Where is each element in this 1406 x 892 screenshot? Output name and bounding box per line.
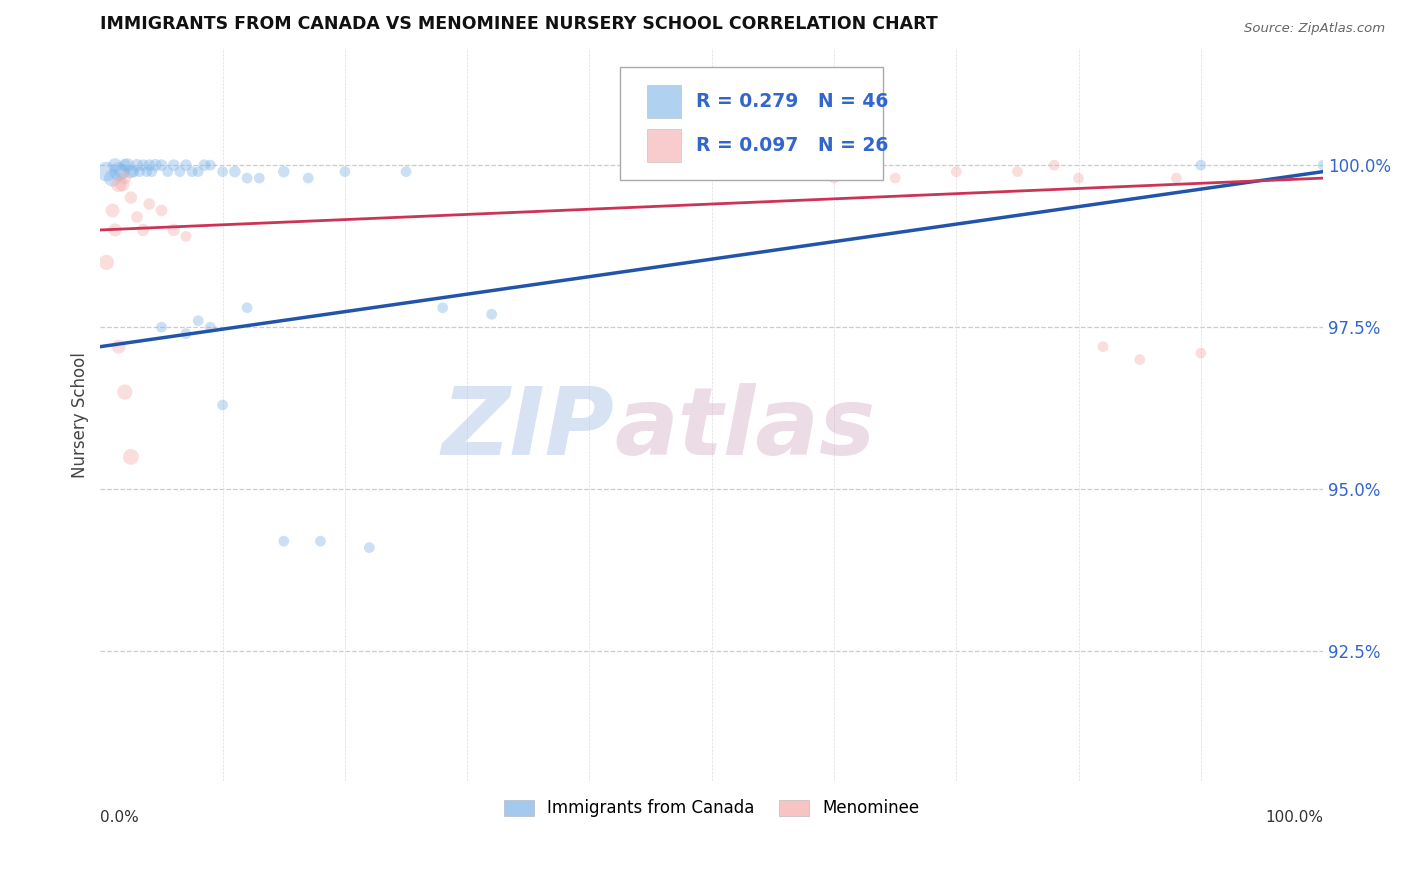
Point [884,171,907,186]
Point [145,158,167,172]
Point [174,326,197,341]
Point [823,171,845,186]
Point [297,171,319,186]
Point [163,158,186,172]
Point [181,164,204,178]
Point [132,158,155,172]
Point [138,197,160,211]
Point [138,158,160,172]
Y-axis label: Nursery School: Nursery School [72,351,89,477]
Point [1129,352,1152,367]
Text: 0.0%: 0.0% [100,810,139,825]
Point [211,164,233,178]
Point [114,171,136,186]
FancyBboxPatch shape [647,128,681,161]
Point [187,164,209,178]
Point [101,171,124,186]
Point [104,158,127,172]
Point [120,164,142,178]
Text: atlas: atlas [614,384,875,475]
Text: 100.0%: 100.0% [1265,810,1323,825]
Point [174,229,197,244]
Point [945,164,967,178]
Point [120,450,142,464]
Point [111,178,134,192]
Point [150,158,173,172]
Point [111,164,134,178]
Text: ZIP: ZIP [441,384,614,475]
Point [125,158,148,172]
Point [156,164,179,178]
Point [150,203,173,218]
Point [107,178,129,192]
Point [1166,171,1188,186]
Point [125,210,148,224]
Point [135,164,157,178]
Legend: Immigrants from Canada, Menominee: Immigrants from Canada, Menominee [496,793,927,824]
Point [1007,164,1029,178]
Point [1189,346,1212,360]
Point [141,164,163,178]
Point [114,158,136,172]
Point [193,158,215,172]
Point [169,164,191,178]
Point [247,171,270,186]
Text: R = 0.279   N = 46: R = 0.279 N = 46 [696,92,889,112]
Point [333,164,356,178]
Point [96,164,118,178]
Point [236,301,259,315]
Point [273,164,295,178]
Point [174,158,197,172]
Text: R = 0.097   N = 26: R = 0.097 N = 26 [696,136,889,155]
Point [128,164,150,178]
Point [107,340,129,354]
FancyBboxPatch shape [620,67,883,180]
Point [1067,171,1090,186]
Point [122,164,145,178]
Point [432,301,454,315]
Point [96,255,118,269]
Point [236,171,259,186]
Point [273,534,295,549]
Point [120,190,142,204]
Point [187,314,209,328]
Point [1092,340,1115,354]
Point [309,534,332,549]
Point [224,164,246,178]
Point [395,164,418,178]
Point [150,320,173,334]
Point [101,203,124,218]
Point [1312,158,1334,172]
Point [200,158,222,172]
Point [117,158,139,172]
FancyBboxPatch shape [647,86,681,119]
Text: IMMIGRANTS FROM CANADA VS MENOMINEE NURSERY SCHOOL CORRELATION CHART: IMMIGRANTS FROM CANADA VS MENOMINEE NURS… [100,15,938,33]
Point [114,385,136,400]
Point [132,223,155,237]
Point [1043,158,1066,172]
Point [1189,158,1212,172]
Point [107,164,129,178]
Text: Source: ZipAtlas.com: Source: ZipAtlas.com [1244,22,1385,36]
Point [211,398,233,412]
Point [200,320,222,334]
Point [481,307,503,321]
Point [163,223,186,237]
Point [359,541,381,555]
Point [104,223,127,237]
